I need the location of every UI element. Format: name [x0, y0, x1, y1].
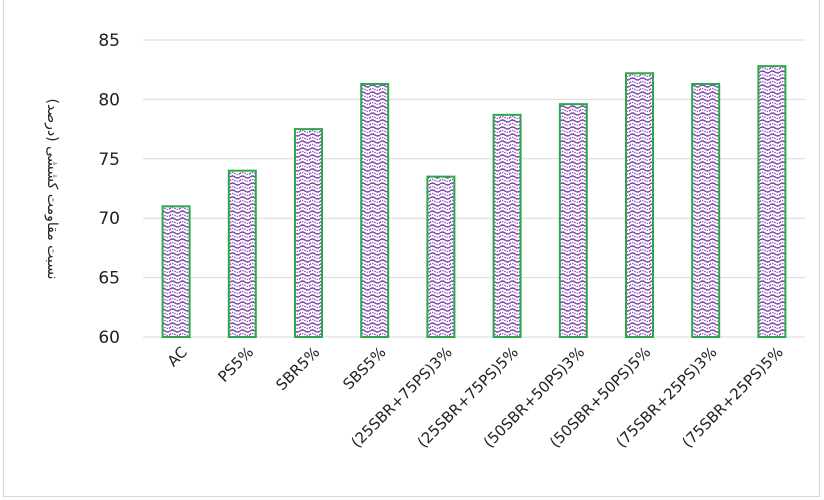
y-axis-label: نسبت مقاومت کششی (درصد)	[44, 98, 60, 279]
x-category-label: SBS5%	[339, 343, 389, 393]
y-tick-label: 70	[98, 209, 120, 229]
y-tick-label: 60	[98, 328, 120, 348]
y-tick-label: 85	[98, 31, 120, 51]
chart-frame	[3, 0, 820, 497]
bar-1	[227, 169, 257, 338]
bar-7	[625, 72, 654, 338]
bar-4	[426, 175, 456, 338]
x-category-label: PS5%	[214, 343, 257, 386]
bar-9	[757, 65, 787, 339]
x-category-label: AC	[164, 343, 191, 370]
y-tick-label: 75	[98, 150, 120, 170]
x-axis-categories: AC PS5% SBR5% SBS5%(25SBR+75PS)3%(25SBR+75P…	[164, 343, 787, 451]
bar-5	[492, 113, 522, 339]
bar-6	[558, 103, 588, 339]
bars	[161, 65, 787, 339]
bar-3	[360, 82, 390, 339]
x-category-label: SBR5%	[272, 343, 323, 394]
y-tick-label: 65	[98, 269, 120, 289]
bar-2	[294, 128, 323, 338]
bar-0	[161, 205, 191, 338]
bar-8	[691, 82, 721, 339]
y-axis-ticks: 60 65 70 75 80 85	[98, 31, 120, 348]
y-tick-label: 80	[98, 90, 120, 110]
